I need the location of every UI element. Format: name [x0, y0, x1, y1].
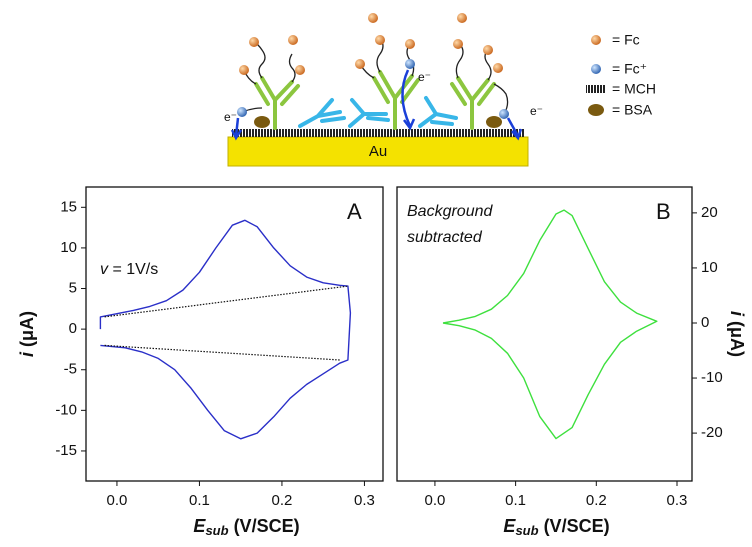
electron-label: e⁻ — [530, 104, 543, 118]
y-tick-label: 20 — [701, 204, 718, 221]
x-tick-label: 0.1 — [189, 492, 210, 509]
y-label-symbol: i — [727, 311, 747, 317]
legend: = Fc = Fc⁺ = MCH = BSA — [586, 32, 656, 118]
electron-label: e⁻ — [224, 110, 237, 124]
x-label-unit: (V/SCE) — [229, 516, 300, 536]
annotation-text: = 1V/s — [108, 261, 158, 278]
y-axis-label: i (μA) — [17, 311, 37, 357]
annotation-symbol: v — [100, 261, 109, 278]
schematic: Au — [224, 13, 656, 167]
y-tick-label: 0 — [69, 320, 77, 337]
substrate-label: Au — [369, 143, 387, 160]
y-tick-label: 10 — [60, 239, 77, 256]
ferrocene — [237, 13, 509, 128]
annotation: Background — [407, 203, 493, 220]
plot-frame — [396, 186, 693, 482]
cv-curve — [442, 209, 658, 440]
x-label-symbol: E — [193, 516, 206, 536]
x-label-subscript: sub — [205, 523, 228, 538]
panel-label: A — [347, 199, 362, 224]
y-tick-label: -20 — [701, 424, 723, 441]
legend-label: = Fc⁺ — [612, 61, 647, 77]
annotation: subtracted — [407, 229, 483, 246]
x-tick-label: 0.0 — [107, 492, 128, 509]
y-tick-label: 5 — [69, 279, 77, 296]
y-tick-label: -10 — [55, 401, 77, 418]
y-tick-label: -15 — [55, 442, 77, 459]
electron-label: e⁻ — [418, 70, 431, 84]
y-axis-label: i (μA) — [727, 311, 747, 357]
x-tick-label: 0.3 — [667, 492, 688, 509]
annotation: v = 1V/s — [100, 261, 158, 278]
x-label-symbol: E — [503, 516, 516, 536]
antibodies — [254, 70, 496, 130]
cv-curve — [104, 344, 340, 361]
legend-label: = BSA — [612, 102, 653, 118]
y-tick-label: 10 — [701, 259, 718, 276]
electron-arrows — [230, 69, 523, 141]
y-label-symbol: i — [17, 351, 37, 357]
y-tick-label: 0 — [701, 314, 709, 331]
y-label-unit: (μA) — [727, 316, 747, 357]
x-tick-label: 0.3 — [354, 492, 375, 509]
panel-label: B — [656, 199, 671, 224]
cv-curve — [104, 285, 348, 318]
y-label-unit: (μA) — [17, 311, 37, 352]
x-axis-label: Esub (V/SCE) — [193, 516, 299, 539]
mch-layer — [232, 129, 525, 137]
x-tick-label: 0.2 — [586, 492, 607, 509]
y-tick-label: -5 — [64, 361, 77, 378]
y-tick-label: -10 — [701, 369, 723, 386]
plot-frame — [85, 186, 384, 482]
x-tick-label: 0.2 — [272, 492, 293, 509]
x-tick-label: 0.0 — [424, 492, 445, 509]
gold-electrode — [227, 136, 529, 167]
x-tick-label: 0.1 — [505, 492, 526, 509]
legend-label: = MCH — [612, 81, 656, 97]
x-axis-label: Esub (V/SCE) — [503, 516, 609, 539]
x-label-subscript: sub — [515, 523, 538, 538]
legend-label: = Fc — [612, 32, 640, 48]
x-label-unit: (V/SCE) — [539, 516, 610, 536]
y-tick-label: 15 — [60, 198, 77, 215]
cv-curve — [99, 219, 352, 440]
